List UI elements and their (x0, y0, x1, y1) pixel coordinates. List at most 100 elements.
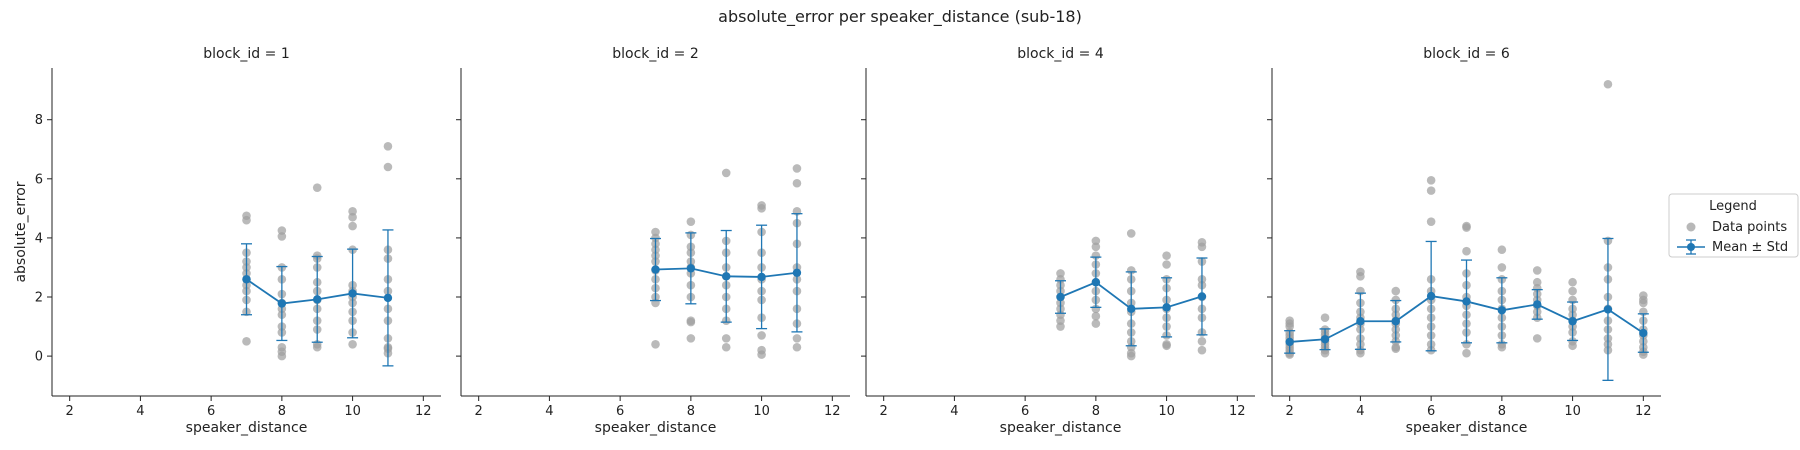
data-point (1285, 322, 1294, 331)
panel-title: block_id = 4 (1017, 46, 1104, 62)
x-tick-label: 4 (950, 404, 958, 419)
data-point (757, 350, 766, 359)
data-point (757, 204, 766, 213)
data-point (277, 232, 287, 241)
x-tick-label: 4 (545, 404, 553, 419)
data-point (1056, 274, 1065, 284)
x-tick-label: 2 (1286, 404, 1294, 419)
x-tick-label: 8 (278, 404, 286, 419)
x-axis-label: speaker_distance (595, 420, 717, 436)
mean-marker (1197, 292, 1207, 301)
mean-marker (1533, 300, 1542, 309)
data-point (792, 164, 802, 173)
y-tick-label: 8 (35, 113, 43, 128)
data-point (1568, 341, 1577, 351)
data-point (1091, 251, 1101, 260)
mean-marker (277, 299, 287, 308)
x-tick-label: 8 (1092, 404, 1100, 419)
legend-marker-data-points (1686, 222, 1696, 232)
mean-marker (1603, 305, 1613, 314)
data-point (1091, 242, 1101, 252)
mean-marker (1127, 304, 1136, 314)
y-tick-label: 4 (35, 231, 43, 246)
panel-title: block_id = 1 (203, 46, 289, 62)
data-point (1197, 242, 1207, 252)
data-point (348, 212, 357, 222)
data-point (1532, 266, 1542, 275)
x-axis-label: speaker_distance (1000, 420, 1122, 436)
data-point (1462, 348, 1471, 358)
legend: Legend Data points Mean ± Std (1668, 193, 1799, 258)
x-tick-label: 6 (1021, 404, 1029, 419)
panel-title: block_id = 6 (1423, 46, 1510, 62)
data-point (1197, 345, 1207, 355)
data-point (348, 339, 357, 349)
x-tick-label: 6 (1427, 404, 1435, 419)
mean-marker (348, 289, 357, 298)
panel-3: block_id = 4 2 4 6 8 10 12 speaker_distance (861, 46, 1255, 436)
legend-label-mean-std: Mean ± Std (1712, 240, 1788, 255)
figure-title: absolute_error per speaker_distance (sub… (718, 7, 1082, 27)
data-point (383, 162, 393, 172)
mean-marker (1497, 306, 1507, 315)
data-point (348, 207, 357, 216)
y-axis-label: absolute_error (13, 181, 29, 282)
data-point (1162, 251, 1171, 260)
data-point (1639, 298, 1648, 308)
mean-marker (757, 272, 766, 282)
x-tick-label: 12 (1635, 404, 1652, 419)
x-tick-label: 8 (1498, 404, 1506, 419)
x-tick-label: 4 (1356, 404, 1364, 419)
x-tick-label: 12 (824, 404, 841, 419)
y-tick-label: 6 (35, 172, 43, 187)
data-point (1462, 246, 1471, 256)
data-point (651, 339, 660, 349)
y-tick-label: 0 (35, 350, 43, 365)
data-point (1462, 339, 1471, 349)
data-point (1532, 283, 1542, 293)
mean-marker (1162, 303, 1171, 312)
data-point (721, 342, 731, 352)
data-point (792, 178, 802, 188)
data-point (686, 217, 696, 226)
panel-1: block_id = 12 4 6 8 10 1202468speaker_distanc… (13, 46, 441, 436)
data-point (277, 226, 287, 235)
data-point (1091, 319, 1101, 328)
data-point (1356, 272, 1365, 281)
x-tick-label: 6 (207, 404, 215, 419)
data-point (277, 351, 287, 361)
x-axis-label: speaker_distance (1406, 420, 1528, 436)
data-point (1126, 342, 1136, 352)
legend-label-data-points: Data points (1712, 220, 1787, 235)
data-point (1426, 217, 1436, 226)
data-point (1320, 348, 1330, 358)
data-point (1162, 341, 1171, 351)
x-tick-label: 8 (687, 404, 695, 419)
mean-marker (686, 264, 696, 273)
x-tick-label: 12 (1229, 404, 1246, 419)
data-point (1568, 277, 1577, 287)
data-point (1285, 350, 1294, 359)
data-point (1091, 236, 1101, 246)
data-point (1356, 348, 1365, 358)
mean-marker (1091, 278, 1101, 287)
mean-marker (1356, 317, 1365, 326)
data-point (651, 227, 660, 237)
data-point (1091, 311, 1101, 321)
data-point (1056, 322, 1065, 331)
x-tick-label: 10 (1158, 404, 1175, 419)
data-point (686, 317, 696, 327)
x-tick-label: 10 (753, 404, 770, 419)
data-point (1056, 316, 1065, 325)
panels: block_id = 12 4 6 8 10 1202468speaker_distanc… (13, 46, 1661, 436)
x-tick-label: 10 (344, 404, 361, 419)
data-point (686, 334, 696, 343)
x-tick-label: 2 (880, 404, 888, 419)
data-point (721, 168, 731, 178)
data-point (1497, 263, 1507, 272)
mean-marker (383, 293, 393, 303)
data-point (312, 183, 322, 192)
mean-marker (792, 268, 802, 277)
x-tick-label: 4 (136, 404, 144, 419)
